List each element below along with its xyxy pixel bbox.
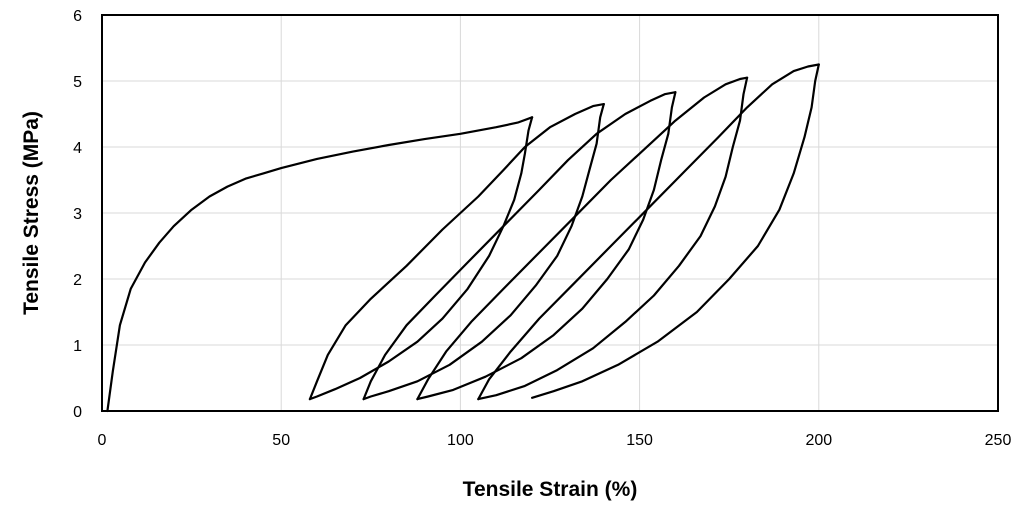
x-tick-label: 200	[805, 432, 832, 449]
y-tick-label: 1	[73, 338, 82, 355]
x-tick-label: 100	[447, 432, 474, 449]
stress-strain-curve-segment-4	[362, 102, 605, 401]
x-tick-label: 250	[985, 432, 1012, 449]
stress-strain-curve-segment-9	[477, 63, 820, 401]
stress-strain-curve-segment-8	[477, 76, 749, 401]
y-axis-ticks: 0 1 2 3 4 5 6	[73, 8, 82, 421]
stress-strain-curve-segment-2	[308, 116, 534, 401]
x-axis-ticks: 0 50 100 150 200 250	[98, 432, 1012, 449]
stress-strain-curve-segment-5	[362, 91, 677, 401]
y-tick-label: 6	[73, 8, 82, 25]
plot-area-frame	[101, 14, 999, 412]
y-axis-title: Tensile Stress (MPa)	[20, 111, 43, 315]
x-tick-label: 50	[272, 432, 290, 449]
stress-strain-curve-segment-3	[308, 102, 605, 401]
gridlines	[102, 15, 998, 411]
stress-strain-curve-segment-7	[416, 76, 749, 401]
series-group	[106, 63, 820, 413]
y-tick-label: 2	[73, 272, 82, 289]
x-tick-label: 150	[626, 432, 653, 449]
stress-strain-curve-segment-1	[106, 116, 534, 413]
stress-strain-curve-segment-6	[416, 91, 677, 401]
x-tick-label: 0	[98, 432, 107, 449]
x-axis-title: Tensile Strain (%)	[463, 478, 638, 501]
y-tick-label: 0	[73, 404, 82, 421]
y-tick-label: 5	[73, 74, 82, 91]
y-tick-label: 4	[73, 140, 82, 157]
stress-strain-curve-segment-10	[530, 63, 820, 399]
y-tick-label: 3	[73, 206, 82, 223]
